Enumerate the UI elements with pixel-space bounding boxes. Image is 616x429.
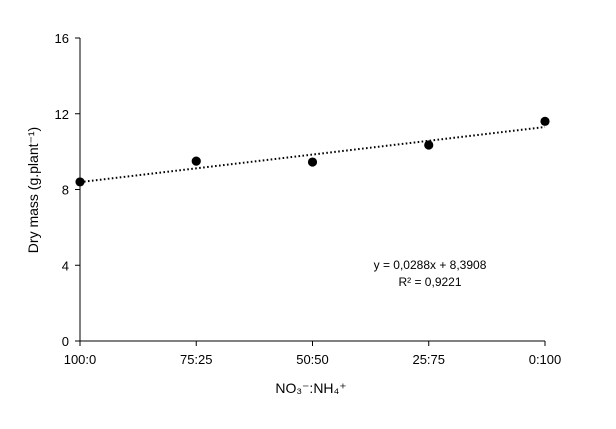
x-axis-title: NO₃⁻:NH₄⁺	[275, 380, 346, 396]
x-tick-label: 100:0	[64, 352, 97, 367]
y-tick-label: 4	[62, 258, 69, 273]
data-point	[540, 116, 550, 126]
x-tick-label: 75:25	[180, 352, 213, 367]
x-ticks: 100:0 75:25 50:50 25:75 0:100	[64, 341, 562, 367]
x-tick-label: 50:50	[296, 352, 329, 367]
data-point	[191, 156, 201, 166]
y-tick-label: 16	[55, 31, 69, 46]
data-points	[75, 116, 550, 187]
y-tick-label: 8	[62, 183, 69, 198]
y-axis-title: Dry mass (g.plant⁻¹)	[25, 127, 41, 253]
x-tick-label: 0:100	[529, 352, 562, 367]
x-tick-label: 25:75	[412, 352, 445, 367]
trendline	[79, 126, 546, 184]
r-squared-label: R² = 0,9221	[398, 275, 461, 289]
data-point	[307, 157, 318, 167]
y-ticks: 0 4 8 12 16	[55, 31, 80, 349]
data-point	[424, 140, 434, 150]
trend-equation: y = 0,0288x + 8,3908	[374, 258, 487, 272]
y-tick-label: 12	[55, 107, 69, 122]
axes	[79, 38, 545, 342]
data-point	[75, 177, 85, 187]
y-tick-label: 0	[62, 334, 69, 349]
